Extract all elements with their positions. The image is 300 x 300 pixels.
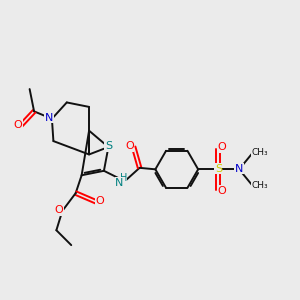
Text: O: O <box>14 120 22 130</box>
Text: CH₃: CH₃ <box>251 181 268 190</box>
Text: S: S <box>215 164 222 174</box>
Text: O: O <box>96 196 104 206</box>
Text: S: S <box>105 141 112 152</box>
Text: O: O <box>125 141 134 151</box>
Text: N: N <box>115 178 124 188</box>
Text: O: O <box>218 142 226 152</box>
Text: N: N <box>235 164 243 174</box>
Text: O: O <box>218 186 226 196</box>
Text: N: N <box>45 113 53 123</box>
Text: O: O <box>54 205 63 215</box>
Text: CH₃: CH₃ <box>251 148 268 157</box>
Text: H: H <box>120 173 127 183</box>
